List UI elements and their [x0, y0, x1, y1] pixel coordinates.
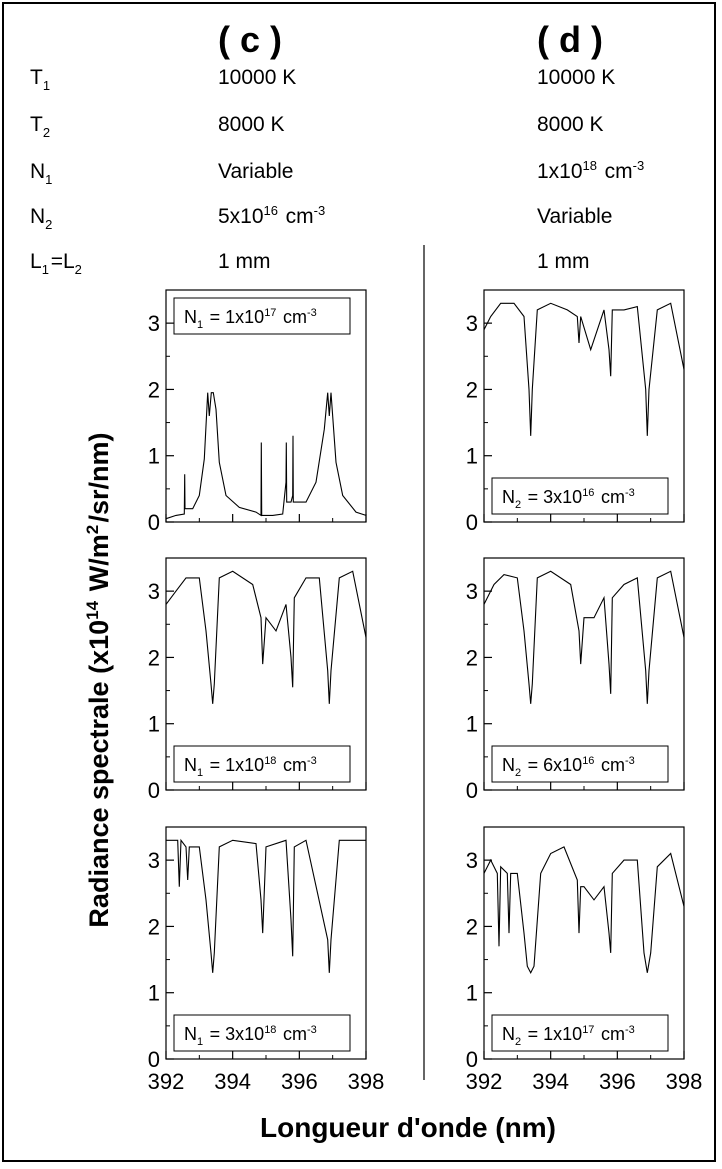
spectrum-line [483, 302, 685, 436]
y-tick-label: 3 [148, 311, 160, 336]
y-tick-label: 2 [148, 645, 160, 670]
param-value: 1x1018 cm-3 [537, 158, 646, 183]
x-axis-title: Longueur d'onde (nm) [260, 1112, 556, 1143]
y-tick-label: 0 [148, 778, 160, 803]
y-tick-label: 0 [466, 778, 478, 803]
column-label-c: ( c ) [218, 19, 282, 60]
spectrum-line [165, 570, 367, 704]
legend-label: N2 = 3x1016 cm-3 [502, 487, 636, 511]
x-tick-label: 394 [214, 1069, 251, 1094]
legend-box [173, 745, 351, 783]
legend-box [173, 1014, 351, 1052]
param-name: L1 =L2 [30, 250, 84, 277]
x-tick-label: 392 [466, 1069, 503, 1094]
y-tick-label: 0 [466, 1047, 478, 1072]
y-tick-label: 1 [466, 444, 478, 469]
y-tick-label: 0 [148, 510, 160, 535]
legend-box [491, 745, 669, 783]
column-label-d: ( d ) [537, 19, 603, 60]
spectrum-line [165, 392, 367, 520]
param-value: Variable [537, 205, 613, 228]
y-tick-label: 3 [466, 848, 478, 873]
x-tick-label: 392 [148, 1069, 185, 1094]
legend-box [491, 1014, 669, 1052]
y-tick-label: 2 [466, 377, 478, 402]
y-tick-label: 2 [148, 914, 160, 939]
param-name: N2 [30, 205, 54, 232]
legend-box [173, 297, 351, 335]
panel-d-3: 0 1 2 3 392 394 396 398 N2 = 1x1017 cm-3 [466, 826, 703, 1094]
y-tick-label: 1 [466, 981, 478, 1006]
parameter-table: ( c ) 10000 K 8000 K Variable 5x1016 cm-3 1 … [30, 19, 646, 277]
y-tick-label: 2 [466, 645, 478, 670]
x-tick-label: 396 [599, 1069, 636, 1094]
param-value: Variable [218, 160, 294, 183]
legend-label: N1 = 1x1017 cm-3 [184, 307, 318, 331]
y-tick-label: 3 [466, 579, 478, 604]
legend-label: N2 = 6x1016 cm-3 [502, 755, 636, 779]
y-tick-label: 3 [148, 579, 160, 604]
param-value: 5x1016 cm-3 [218, 203, 327, 228]
param-value: 1 mm [537, 250, 590, 273]
param-value: 8000 K [537, 113, 604, 136]
x-tick-label: 396 [281, 1069, 318, 1094]
y-tick-label: 1 [466, 712, 478, 737]
y-tick-label: 1 [148, 981, 160, 1006]
spectrum-line [166, 838, 366, 973]
param-value: 1 mm [218, 250, 271, 273]
y-tick-label: 1 [148, 712, 160, 737]
y-tick-label: 3 [148, 848, 160, 873]
x-tick-label: 398 [666, 1069, 703, 1094]
spectrum-line [483, 846, 685, 975]
legend-box [491, 477, 669, 515]
y-tick-label: 2 [466, 914, 478, 939]
x-tick-label: 398 [348, 1069, 385, 1094]
panel-c-1: 0 1 2 3 N1 = 1x1017 cm-3 [148, 289, 367, 535]
legend-label: N1 = 3x1018 cm-3 [184, 1024, 318, 1048]
panel-c-2: 0 1 2 3 N1 = 1x1018 cm-3 [148, 557, 367, 803]
param-value: 8000 K [218, 113, 285, 136]
axis-labels: Radiance spectrale (x1014 W/m2 /sr/nm) Lo… [83, 432, 556, 1143]
param-value: 10000 K [537, 66, 615, 89]
param-name: T2 [30, 113, 52, 140]
param-value: 10000 K [218, 66, 296, 89]
y-tick-label: 3 [466, 311, 478, 336]
param-name: T1 [30, 66, 52, 93]
legend-label: N1 = 1x1018 cm-3 [184, 755, 318, 779]
y-tick-label: 1 [148, 444, 160, 469]
legend-label: N2 = 1x1017 cm-3 [502, 1024, 636, 1048]
panel-d-2: 0 1 2 3 N2 = 6x1016 cm-3 [466, 557, 685, 803]
panel-c-3: 0 1 2 3 392 394 396 398 N1 = 3x1018 cm-3 [148, 826, 385, 1094]
panel-grid: 0 1 2 3 N1 = 1x1017 cm-3 0 1 2 3 N2 = 3x1016 cm-… [148, 289, 703, 1094]
panel-d-1: 0 1 2 3 N2 = 3x1016 cm-3 [466, 289, 685, 535]
y-tick-label: 0 [148, 1047, 160, 1072]
y-tick-label: 0 [466, 510, 478, 535]
param-name: N1 [30, 160, 54, 187]
spectrum-line [483, 570, 685, 704]
y-tick-label: 2 [148, 377, 160, 402]
x-tick-label: 394 [532, 1069, 569, 1094]
y-axis-title: Radiance spectrale (x1014 W/m2 /sr/nm) [83, 432, 114, 927]
